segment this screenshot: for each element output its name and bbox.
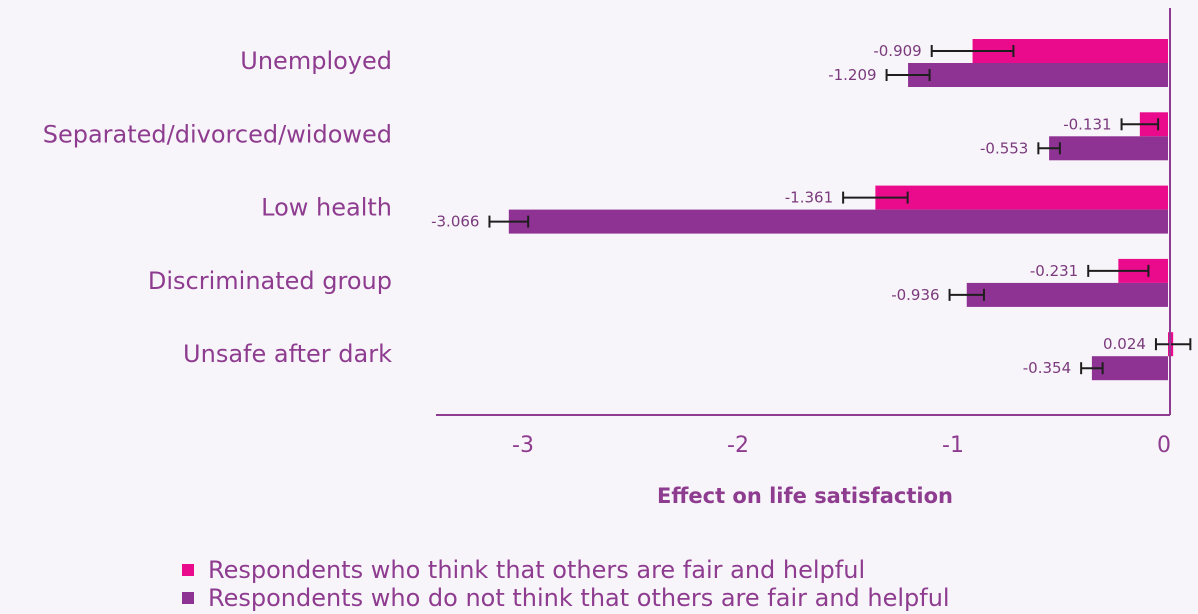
bar-fair — [875, 185, 1168, 210]
data-label: -1.361 — [785, 189, 833, 207]
x-axis-title: Effect on life satisfaction — [657, 484, 953, 508]
x-tick-label: 0 — [1157, 433, 1171, 458]
data-label: -0.354 — [1023, 359, 1071, 377]
x-tick-label: -3 — [512, 433, 534, 458]
legend-item-not-fair: Respondents who do not think that others… — [182, 584, 950, 612]
x-tick-label: -1 — [942, 433, 964, 458]
category-label: Discriminated group — [148, 267, 392, 295]
data-label: -0.936 — [891, 286, 939, 304]
legend: Respondents who think that others are fa… — [182, 556, 950, 612]
x-tick-label: -2 — [727, 433, 749, 458]
data-label: -1.209 — [828, 66, 876, 84]
legend-swatch-fair — [182, 564, 194, 576]
bar-not-fair — [908, 63, 1168, 87]
bar-not-fair — [1091, 356, 1168, 381]
bar-not-fair — [1049, 136, 1168, 161]
data-label: -3.066 — [431, 213, 479, 231]
data-label: -0.131 — [1063, 115, 1111, 133]
legend-label-fair: Respondents who think that others are fa… — [208, 556, 866, 584]
data-label: -0.909 — [873, 42, 921, 60]
data-label: -0.231 — [1030, 262, 1078, 280]
category-label: Separated/divorced/widowed — [43, 120, 392, 148]
legend-swatch-not-fair — [182, 592, 194, 604]
bar-not-fair — [508, 209, 1168, 234]
bar-not-fair — [966, 282, 1168, 307]
legend-label-not-fair: Respondents who do not think that others… — [208, 584, 950, 612]
legend-item-fair: Respondents who think that others are fa… — [182, 556, 950, 584]
data-label: 0.024 — [1103, 335, 1146, 353]
category-label: Low health — [261, 194, 392, 222]
category-label: Unsafe after dark — [183, 340, 392, 368]
data-label: -0.553 — [980, 139, 1028, 157]
category-label: Unemployed — [240, 47, 392, 75]
